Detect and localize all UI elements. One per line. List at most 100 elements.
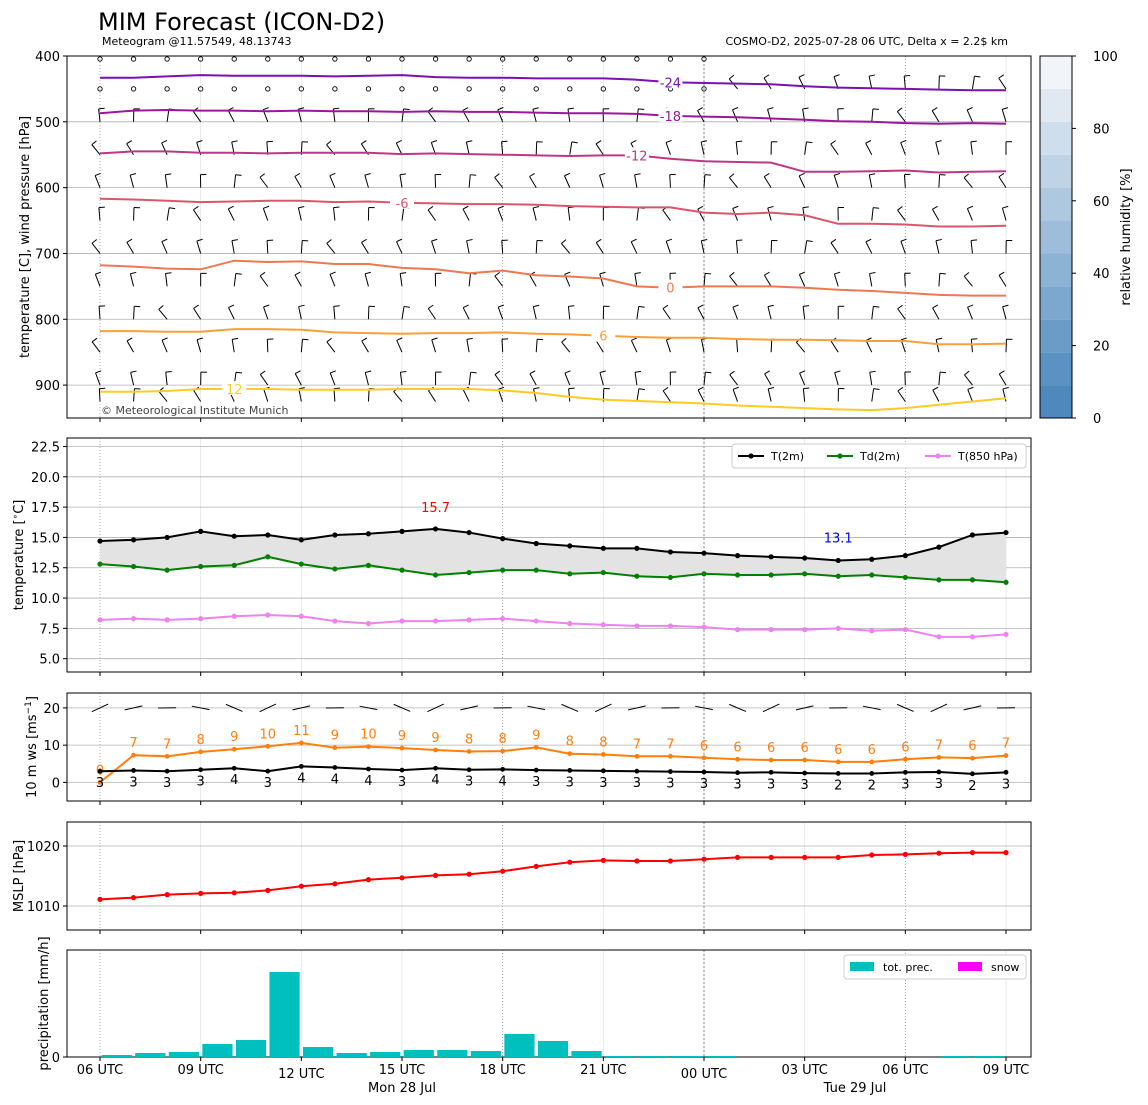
- wind-barb-flag: [263, 304, 270, 308]
- wind-barb-flag: [532, 107, 539, 110]
- wind-barb-flag: [427, 206, 434, 211]
- wind-point-mean: [399, 767, 405, 773]
- wind-barb: [399, 273, 403, 287]
- wind-barb: [535, 240, 538, 254]
- y-tick-label: 17.5: [31, 501, 60, 516]
- legend-swatch-snow: [958, 962, 982, 971]
- surface-wind-barb: [695, 705, 713, 711]
- wind-barb: [196, 339, 202, 353]
- series-line-td2m: [99, 555, 1007, 584]
- wind-value-label: 6: [968, 739, 976, 754]
- wind-value-label: 3: [398, 775, 406, 790]
- wind-point-mean: [433, 765, 438, 771]
- precip-bar: [571, 1051, 602, 1057]
- wind-value-label: 4: [499, 774, 507, 789]
- wind-barb: [130, 372, 135, 386]
- mslp-point: [634, 858, 640, 864]
- wind-barb: [963, 275, 973, 287]
- wind-value-label: 7: [633, 737, 641, 752]
- precip-bar: [974, 1056, 1005, 1057]
- calm-marker: [130, 86, 137, 92]
- wind-barb-flag: [498, 304, 505, 308]
- wind-barb: [595, 242, 604, 254]
- wind-barb-flag: [231, 239, 238, 242]
- wind-barb-flag: [161, 238, 168, 243]
- calm-marker: [567, 86, 573, 92]
- wind-point-gust: [198, 749, 204, 755]
- wind-barb: [1002, 388, 1007, 402]
- wind-barb: [865, 143, 873, 155]
- precip-bar: [470, 1051, 501, 1057]
- wind-barb-flag: [634, 173, 641, 176]
- wind-point-gust: [902, 756, 908, 762]
- surface-wind-barb: [963, 705, 982, 711]
- data-point-t850: [768, 626, 774, 633]
- precip-legend: tot. prec. snow: [843, 954, 1027, 980]
- data-point-t850: [600, 622, 606, 628]
- calm-marker: [97, 56, 103, 62]
- wind-barb-flag: [329, 172, 336, 177]
- wind-barb-flag: [705, 272, 712, 275]
- wind-barb-flag: [971, 338, 978, 340]
- wind-barb: [231, 339, 235, 353]
- data-point-t850: [835, 625, 841, 631]
- wind-barb-flag: [932, 386, 939, 391]
- colorbar-tick-label: 60: [1093, 195, 1110, 210]
- wind-value-label: 9: [230, 730, 238, 745]
- data-point-td2m: [969, 577, 976, 583]
- wind-barb: [634, 174, 638, 188]
- data-point-td2m: [936, 577, 942, 583]
- wind-point-mean: [265, 768, 271, 774]
- wind-barb: [462, 389, 470, 402]
- wind-barb-flag: [865, 238, 872, 243]
- data-point-td2m: [399, 567, 405, 573]
- legend-marker-td2m: [837, 453, 843, 459]
- wind-barb: [165, 372, 168, 386]
- wind-barb-flag: [235, 272, 242, 275]
- wind-barb-flag: [326, 140, 332, 146]
- wind-barb: [192, 110, 202, 123]
- wind-barb-flag: [94, 172, 101, 177]
- wind-barb: [931, 110, 940, 123]
- wind-value-label: 8: [499, 732, 507, 747]
- wind-barb: [966, 208, 973, 221]
- wind-point-mean: [533, 767, 539, 773]
- wind-point-mean: [869, 771, 875, 776]
- wind-barb: [865, 340, 873, 353]
- wind-barb: [427, 308, 436, 320]
- data-point-t2m: [533, 540, 539, 547]
- wind-barb: [798, 274, 806, 287]
- mslp-point: [533, 863, 539, 870]
- data-point-t850: [198, 616, 204, 622]
- wind-barb-flag: [364, 271, 372, 275]
- wind-barb-flag: [501, 140, 508, 143]
- wind-point-gust: [936, 755, 942, 760]
- surface-wind-barb: [896, 703, 914, 712]
- wind-barb: [227, 208, 235, 221]
- surface-wind-barb: [91, 703, 109, 713]
- wind-barb-flag: [196, 238, 203, 242]
- data-point-t850: [97, 617, 103, 623]
- mslp-point: [835, 854, 841, 861]
- wind-barb-flag: [935, 238, 942, 242]
- data-point-td2m: [298, 561, 304, 567]
- wind-value-label: 8: [197, 733, 205, 748]
- data-point-td2m: [533, 567, 539, 573]
- data-point-td2m: [265, 554, 271, 560]
- isotherm-label: -12: [626, 149, 647, 164]
- wind-barb: [91, 144, 101, 156]
- wind-barb-flag: [806, 141, 813, 144]
- y-tick-label: 700: [35, 247, 60, 262]
- legend-label: Td(2m): [859, 450, 900, 463]
- wind-barb-flag: [161, 139, 168, 144]
- wind-point-mean: [500, 766, 506, 772]
- surface-wind-barb: [594, 703, 612, 713]
- wind-barb-flag: [494, 370, 501, 375]
- axes-frame: [66, 55, 1032, 419]
- wind-value-label: 9: [398, 729, 406, 744]
- wind-barb-flag: [803, 305, 810, 307]
- data-point-t850: [298, 613, 304, 619]
- data-point-td2m: [500, 567, 506, 573]
- max-temp-label: 15.7: [421, 501, 450, 516]
